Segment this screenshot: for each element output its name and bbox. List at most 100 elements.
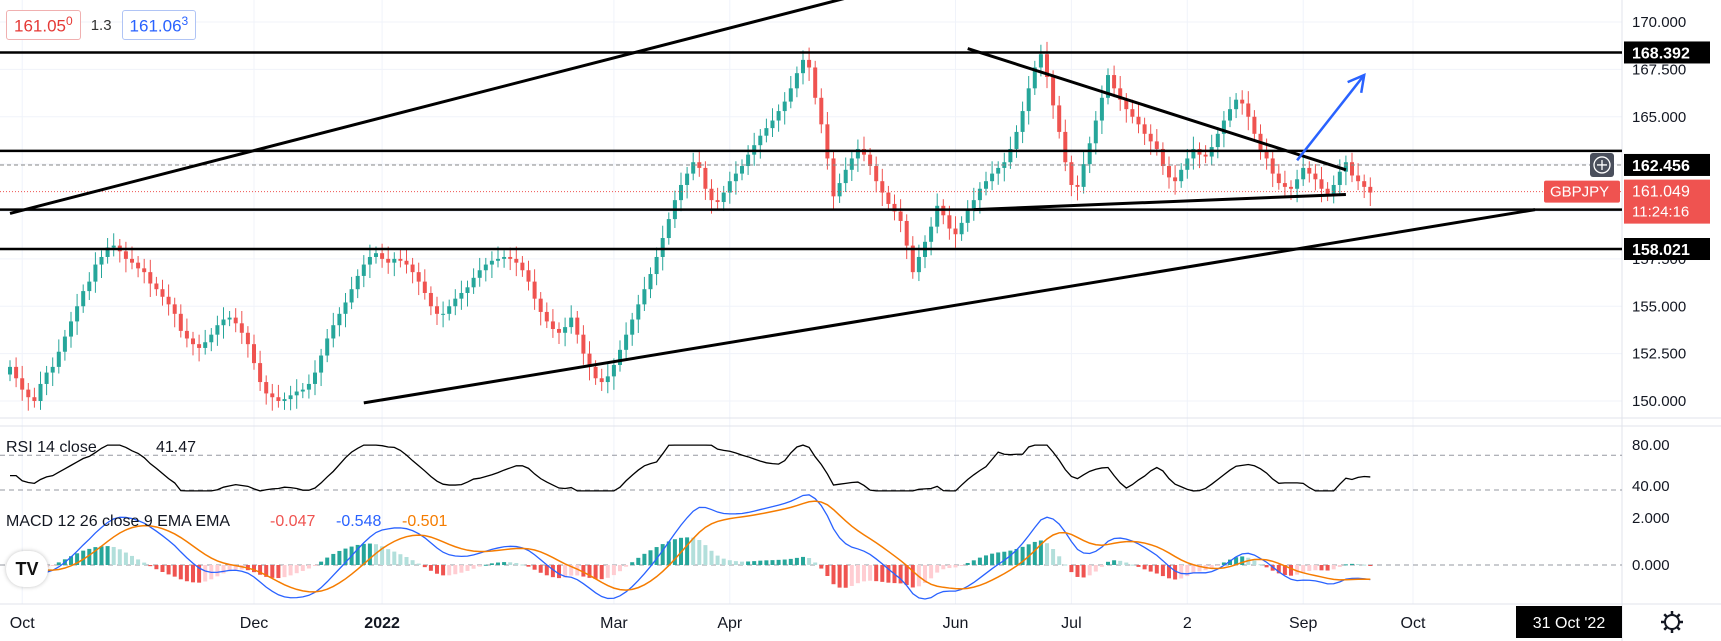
candle-body <box>465 287 470 293</box>
macd-histogram-bar <box>971 560 976 565</box>
candle-body <box>758 135 763 146</box>
candle-body <box>343 302 348 314</box>
candle-body <box>1185 158 1190 170</box>
macd-histogram-bar <box>721 558 726 565</box>
candle-body <box>1246 103 1251 117</box>
candle-body <box>1026 88 1031 112</box>
candle-body <box>788 88 793 102</box>
candle-body <box>831 158 836 197</box>
candle-body <box>477 270 482 278</box>
macd-histogram-bar <box>855 565 860 584</box>
add-alert-icon <box>1593 156 1611 174</box>
projection-arrow <box>1296 74 1366 162</box>
candle-body <box>1069 162 1074 185</box>
macd-histogram-bar <box>697 540 702 565</box>
macd-histogram-bar <box>1301 565 1306 573</box>
macd-histogram-bar <box>105 546 110 565</box>
candle-body <box>1014 131 1019 149</box>
candle-body <box>599 378 604 383</box>
macd-histogram-bar <box>660 544 665 565</box>
settings-gear-icon[interactable] <box>1661 611 1683 633</box>
candles <box>8 41 1373 411</box>
add-alert-icon <box>1597 159 1607 170</box>
candle-body <box>215 325 220 335</box>
macd-histogram-bar <box>1264 565 1269 568</box>
candle-body <box>1350 162 1354 176</box>
macd-histogram-bar <box>910 565 915 588</box>
candle-body <box>416 272 421 282</box>
rsi-tick-label: 40.00 <box>1632 478 1670 495</box>
macd-histogram-bar <box>294 565 299 574</box>
candle-body <box>825 124 830 159</box>
macd-histogram-bar <box>483 564 488 566</box>
candle-body <box>770 120 775 129</box>
macd-histogram-bar <box>996 552 1001 565</box>
buy-price-button[interactable]: 161.063 <box>121 9 197 41</box>
macd-signal-value: -0.501 <box>402 513 447 530</box>
candle-body <box>282 399 287 401</box>
candle-body <box>782 101 787 112</box>
macd-histogram-bar <box>111 546 116 565</box>
macd-histogram-bar <box>843 565 848 588</box>
macd-histogram-bar <box>1051 549 1056 565</box>
candle-body <box>1136 116 1141 125</box>
drawn-levels <box>0 51 1622 251</box>
candle-body <box>453 298 458 307</box>
candle-body <box>252 344 256 364</box>
macd-histogram-bar <box>1234 557 1239 565</box>
candle-body <box>1276 173 1281 184</box>
candle-body <box>1106 75 1110 98</box>
macd-histogram-bar <box>471 565 476 569</box>
candle-body <box>1118 88 1123 100</box>
macd-histogram-bar <box>1106 561 1110 565</box>
candle-body <box>1130 109 1135 117</box>
macd-histogram-bar <box>1112 560 1117 565</box>
macd-histogram-bar <box>1368 565 1373 566</box>
settings-gear-icon <box>1664 614 1680 630</box>
symbol-badge <box>1544 180 1620 203</box>
macd-histogram-bar <box>563 565 568 578</box>
candle-body <box>233 317 238 324</box>
price-level-badge <box>1624 153 1710 176</box>
candle-body <box>916 256 921 273</box>
macd-histogram-bar <box>1362 564 1367 566</box>
macd-histogram-bar <box>984 555 988 565</box>
sell-price-button[interactable]: 161.050 <box>6 9 81 41</box>
candle-body <box>1362 181 1367 187</box>
macd-histogram-bar <box>410 560 415 565</box>
macd-histogram-bar <box>178 565 183 580</box>
settings-gear-icon <box>1676 613 1681 618</box>
macd-histogram-bar <box>502 562 507 565</box>
macd-histogram-bar <box>306 565 311 569</box>
macd-histogram-bar <box>215 565 220 577</box>
candle-body <box>1234 99 1239 110</box>
macd-histogram-bar <box>849 565 854 586</box>
candle-body <box>550 321 555 329</box>
macd-histogram-bar <box>886 565 891 583</box>
candle-body <box>26 389 31 398</box>
macd-histogram-bar <box>367 543 372 565</box>
macd-histogram-bar <box>624 565 629 567</box>
macd-histogram-bar <box>1191 565 1196 574</box>
macd-histogram-bar <box>636 557 641 565</box>
macd-histogram-bar <box>593 565 598 579</box>
candle-body <box>691 162 696 174</box>
candle-body <box>990 173 995 182</box>
candle-body <box>581 334 586 354</box>
macd-histogram-bar <box>1075 565 1080 577</box>
candle-body <box>1301 167 1306 180</box>
trend-line <box>363 208 1536 405</box>
candle-body <box>459 292 464 299</box>
candle-body <box>1008 148 1013 163</box>
candle-body <box>1295 179 1300 189</box>
price-level-label: 162.456 <box>1632 158 1690 175</box>
macd-histogram-bar <box>953 565 958 568</box>
macd-histogram-bar <box>1185 565 1190 577</box>
macd-histogram-bar <box>672 539 677 565</box>
macd-histogram-bar <box>172 565 177 577</box>
time-tick-label: Dec <box>240 615 268 632</box>
candle-body <box>520 262 525 271</box>
candle-body <box>294 391 299 396</box>
candle-body <box>1325 188 1330 195</box>
